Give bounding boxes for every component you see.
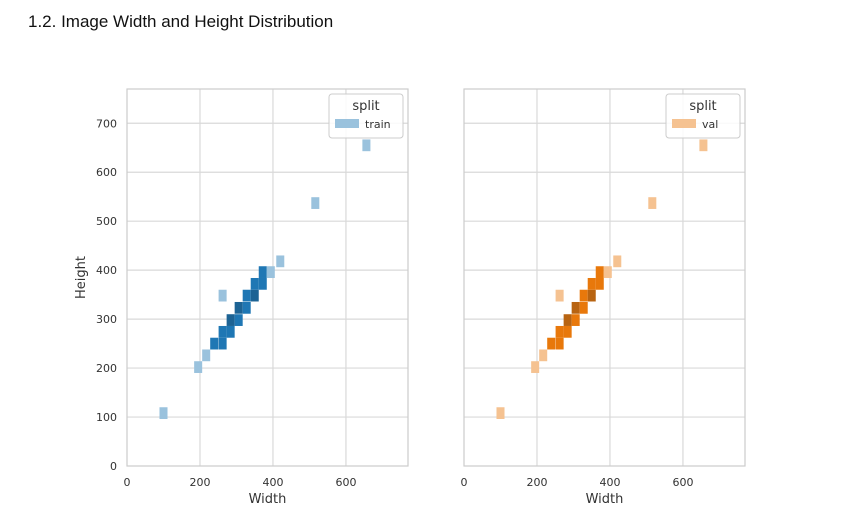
histogram-bin xyxy=(234,314,243,326)
histogram-bin xyxy=(555,289,564,302)
y-tick-label: 100 xyxy=(96,411,117,424)
x-axis-label: Width xyxy=(249,492,287,507)
histogram-bin xyxy=(587,289,596,302)
x-tick-label: 200 xyxy=(526,476,547,489)
plot-frame xyxy=(126,88,409,467)
x-tick-label: 600 xyxy=(335,476,356,489)
histogram-bin xyxy=(579,301,588,314)
histogram-bin xyxy=(258,277,267,290)
histogram-bin xyxy=(595,277,604,290)
x-tick-label: 0 xyxy=(461,476,468,489)
y-axis-label: Height xyxy=(74,256,89,299)
histogram-bin xyxy=(266,266,275,278)
legend-entry-label: val xyxy=(702,118,718,131)
y-tick-label: 0 xyxy=(110,460,117,473)
y-tick-label: 500 xyxy=(96,215,117,228)
histogram-bin xyxy=(218,337,227,350)
histogram-bin xyxy=(496,407,505,419)
legend-entry-label: train xyxy=(365,118,391,131)
x-tick-label: 400 xyxy=(262,476,283,489)
histogram-bin xyxy=(202,349,211,362)
histogram-bin xyxy=(613,255,622,268)
histogram-bin xyxy=(571,301,580,314)
y-tick-label: 400 xyxy=(96,264,117,277)
page-title: 1.2. Image Width and Height Distribution xyxy=(28,12,334,31)
histogram-bin xyxy=(555,337,564,350)
histogram-bin xyxy=(234,301,243,314)
x-tick-label: 0 xyxy=(124,476,131,489)
x-axis-label: Width xyxy=(586,492,624,507)
histogram-bin xyxy=(276,255,285,268)
chart-panel-val: 0 200 400 600 Width split val xyxy=(461,88,746,507)
histogram-bin xyxy=(547,337,556,350)
histogram-bin xyxy=(226,325,235,338)
histogram-bin xyxy=(242,301,251,314)
histogram-bin xyxy=(595,266,604,278)
legend-swatch xyxy=(672,119,696,128)
histogram-bin xyxy=(258,266,267,278)
histogram-bin xyxy=(311,197,320,209)
x-tick-label: 200 xyxy=(189,476,210,489)
histogram-bin xyxy=(539,349,548,362)
histogram-bin xyxy=(531,361,540,373)
y-tick-label: 300 xyxy=(96,313,117,326)
histogram-bin xyxy=(159,407,168,419)
histogram-bin xyxy=(250,277,259,290)
histogram-bin xyxy=(362,139,371,152)
histogram-bin xyxy=(603,266,612,278)
histogram-bin xyxy=(587,277,596,290)
histogram-bin xyxy=(226,314,235,326)
histogram-bin xyxy=(242,289,251,302)
histogram-bin xyxy=(699,139,708,152)
histogram-bin xyxy=(579,289,588,302)
histogram-bin xyxy=(218,289,227,302)
legend-title: split xyxy=(352,99,379,114)
y-tick-label: 200 xyxy=(96,362,117,375)
y-tick-label: 700 xyxy=(96,117,117,130)
legend-swatch xyxy=(335,119,359,128)
histogram-bin xyxy=(218,325,227,338)
histogram-bin xyxy=(563,314,572,326)
histogram-bin xyxy=(210,337,219,350)
y-tick-label: 600 xyxy=(96,166,117,179)
histogram-bin xyxy=(563,325,572,338)
x-tick-label: 400 xyxy=(599,476,620,489)
histogram-bin xyxy=(555,325,564,338)
histogram-bin xyxy=(648,197,657,209)
histogram-bin xyxy=(250,289,259,302)
plot-frame xyxy=(463,88,746,467)
histogram-bin xyxy=(571,314,580,326)
chart-panel-train: 0 200 400 600 0 100 200 300 400 500 600 700 Width Hei… xyxy=(74,88,409,507)
histogram-bin xyxy=(194,361,203,373)
legend-title: split xyxy=(689,99,716,114)
x-tick-label: 600 xyxy=(672,476,693,489)
